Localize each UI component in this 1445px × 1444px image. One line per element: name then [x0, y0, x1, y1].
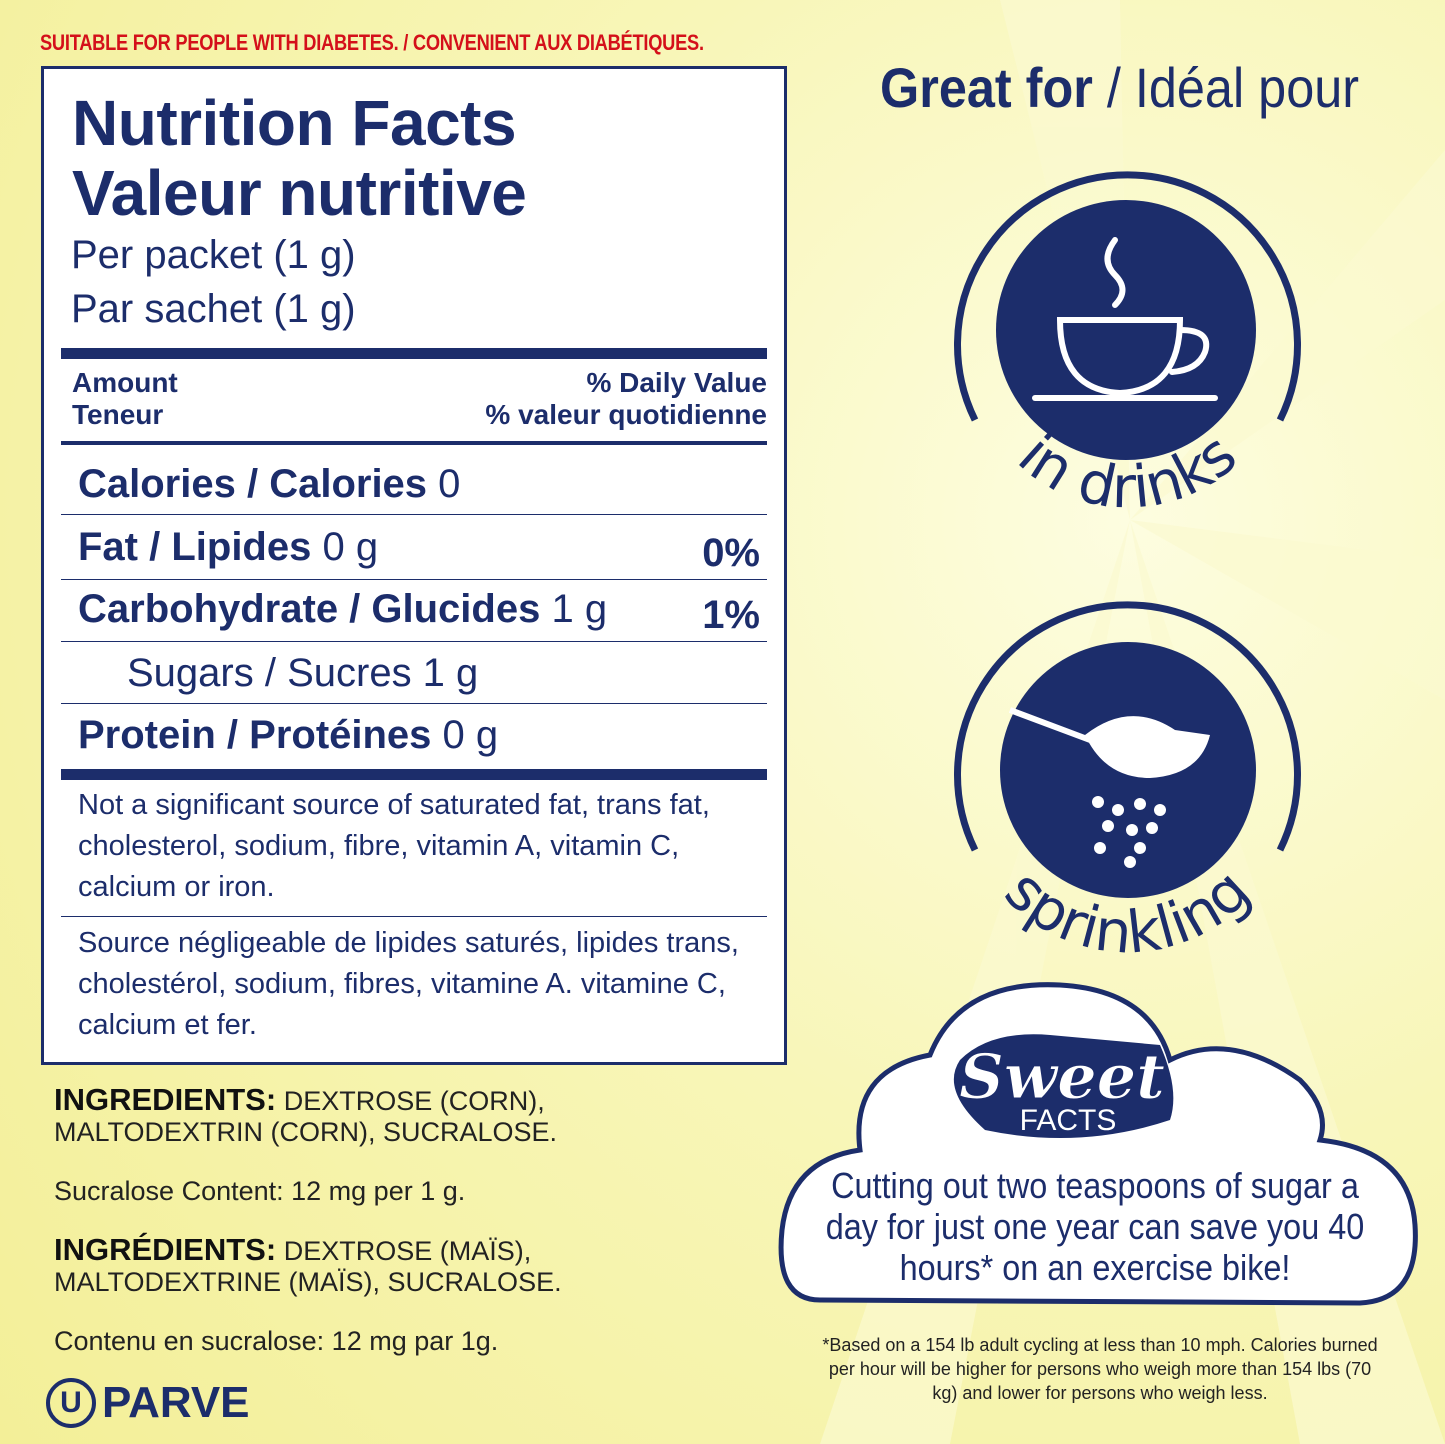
ingredients-fr: INGRÉDIENTS: DEXTROSE (MAÏS), MALTODEXTR…	[54, 1232, 562, 1297]
parve-mark: U PARVE	[46, 1378, 250, 1428]
sucralose-content-fr: Contenu en sucralose: 12 mg par 1g.	[54, 1326, 499, 1356]
sweet-facts-logo: Sweet	[959, 1040, 1165, 1113]
footnote-en: Not a significant source of saturated fa…	[78, 789, 710, 903]
cloud-shape: Sweet FACTS	[778, 982, 1418, 1306]
sucralose-content-en: Sucralose Content: 12 mg per 1 g.	[54, 1176, 466, 1206]
kosher-u-icon: U	[46, 1378, 96, 1428]
coffee-cup-icon	[1032, 237, 1218, 401]
row-sugars: Sugars / Sucres 1 g	[127, 651, 479, 695]
sweet-fact-text: Cutting out two teaspoons of sugar a day…	[825, 1165, 1365, 1288]
diabetes-banner: SUITABLE FOR PEOPLE WITH DIABETES. / CON…	[40, 30, 704, 55]
row-calories: Calories / Calories 0	[78, 462, 461, 506]
sprinkling-badge: sprinkling	[954, 601, 1301, 967]
divider	[61, 348, 767, 359]
divider	[61, 579, 767, 580]
row-protein: Protein / Protéines 0 g	[78, 713, 499, 757]
great-for-heading: Great for / Idéal pour	[880, 56, 1360, 119]
title-fr: Valeur nutritive	[72, 157, 527, 229]
row-fat: Fat / Lipides 0 g 0%	[78, 525, 760, 575]
amount-header: Amount Teneur	[72, 367, 178, 431]
serving-fr: Par sachet (1 g)	[71, 287, 356, 331]
disclaimer: *Based on a 154 lb adult cycling at less…	[822, 1335, 1378, 1403]
divider	[61, 769, 767, 780]
divider	[61, 703, 767, 704]
divider	[61, 514, 767, 515]
serving-en: Per packet (1 g)	[71, 233, 356, 277]
spoon-sprinkle-icon	[1008, 707, 1210, 868]
divider	[61, 441, 767, 445]
title-en: Nutrition Facts	[72, 87, 517, 159]
sweet-facts-logo-sub: FACTS	[1020, 1104, 1117, 1137]
divider	[61, 916, 767, 917]
daily-value-header: % Daily Value% valeur quotidienne	[485, 367, 767, 431]
ingredients-en: INGREDIENTS: DEXTROSE (CORN), MALTODEXTR…	[54, 1082, 558, 1147]
footnote-fr: Source négligeable de lipides saturés, l…	[78, 927, 739, 1041]
in-drinks-badge: in drinks	[954, 171, 1301, 521]
nutrition-facts-table: Nutrition Facts Valeur nutritive Per pac…	[41, 66, 787, 1065]
divider	[61, 641, 767, 642]
row-carbohydrate: Carbohydrate / Glucides 1 g 1%	[78, 587, 760, 637]
